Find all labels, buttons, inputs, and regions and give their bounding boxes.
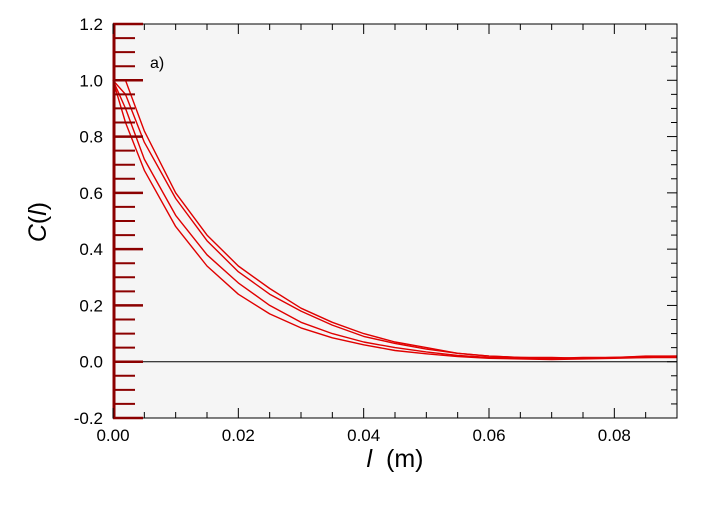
y-tick-label: 0.4 xyxy=(79,240,103,259)
y-label-prefix: C xyxy=(24,223,52,242)
y-tick-label: 0.6 xyxy=(79,184,103,203)
y-tick-label: 0.2 xyxy=(79,296,103,315)
ticks-layer xyxy=(112,22,677,420)
panel-label: a) xyxy=(150,55,164,72)
y-tick-label: 1.2 xyxy=(79,15,103,34)
x-tick-label: 0.00 xyxy=(96,426,129,445)
series-line-4 xyxy=(112,80,677,361)
y-tick-label: 0.8 xyxy=(79,128,103,147)
x-tick-label: 0.04 xyxy=(347,426,380,445)
y-tick-label: 0.0 xyxy=(79,353,103,372)
tick-labels-layer: -0.2 0.0 0.2 0.4 0.6 0.8 1.0 1.2 0.00 0.02 0.04 0.0… xyxy=(74,15,631,445)
y-label-symbol: l xyxy=(24,209,52,216)
y-tick-label: -0.2 xyxy=(74,409,103,428)
x-tick-label: 0.06 xyxy=(472,426,505,445)
y-label-suffix: ) xyxy=(24,202,52,210)
y-tick-label: 1.0 xyxy=(79,71,103,90)
plot-background xyxy=(113,24,677,418)
x-tick-label: 0.02 xyxy=(222,426,255,445)
y-label-open: ( xyxy=(24,215,52,224)
x-tick-label: 0.08 xyxy=(598,426,631,445)
y-axis-label: C(l) xyxy=(24,202,52,242)
x-label-unit: (m) xyxy=(386,445,423,473)
x-axis-label: l (m) xyxy=(366,445,423,473)
x-label-symbol: l xyxy=(366,445,373,473)
series-layer xyxy=(112,79,678,361)
